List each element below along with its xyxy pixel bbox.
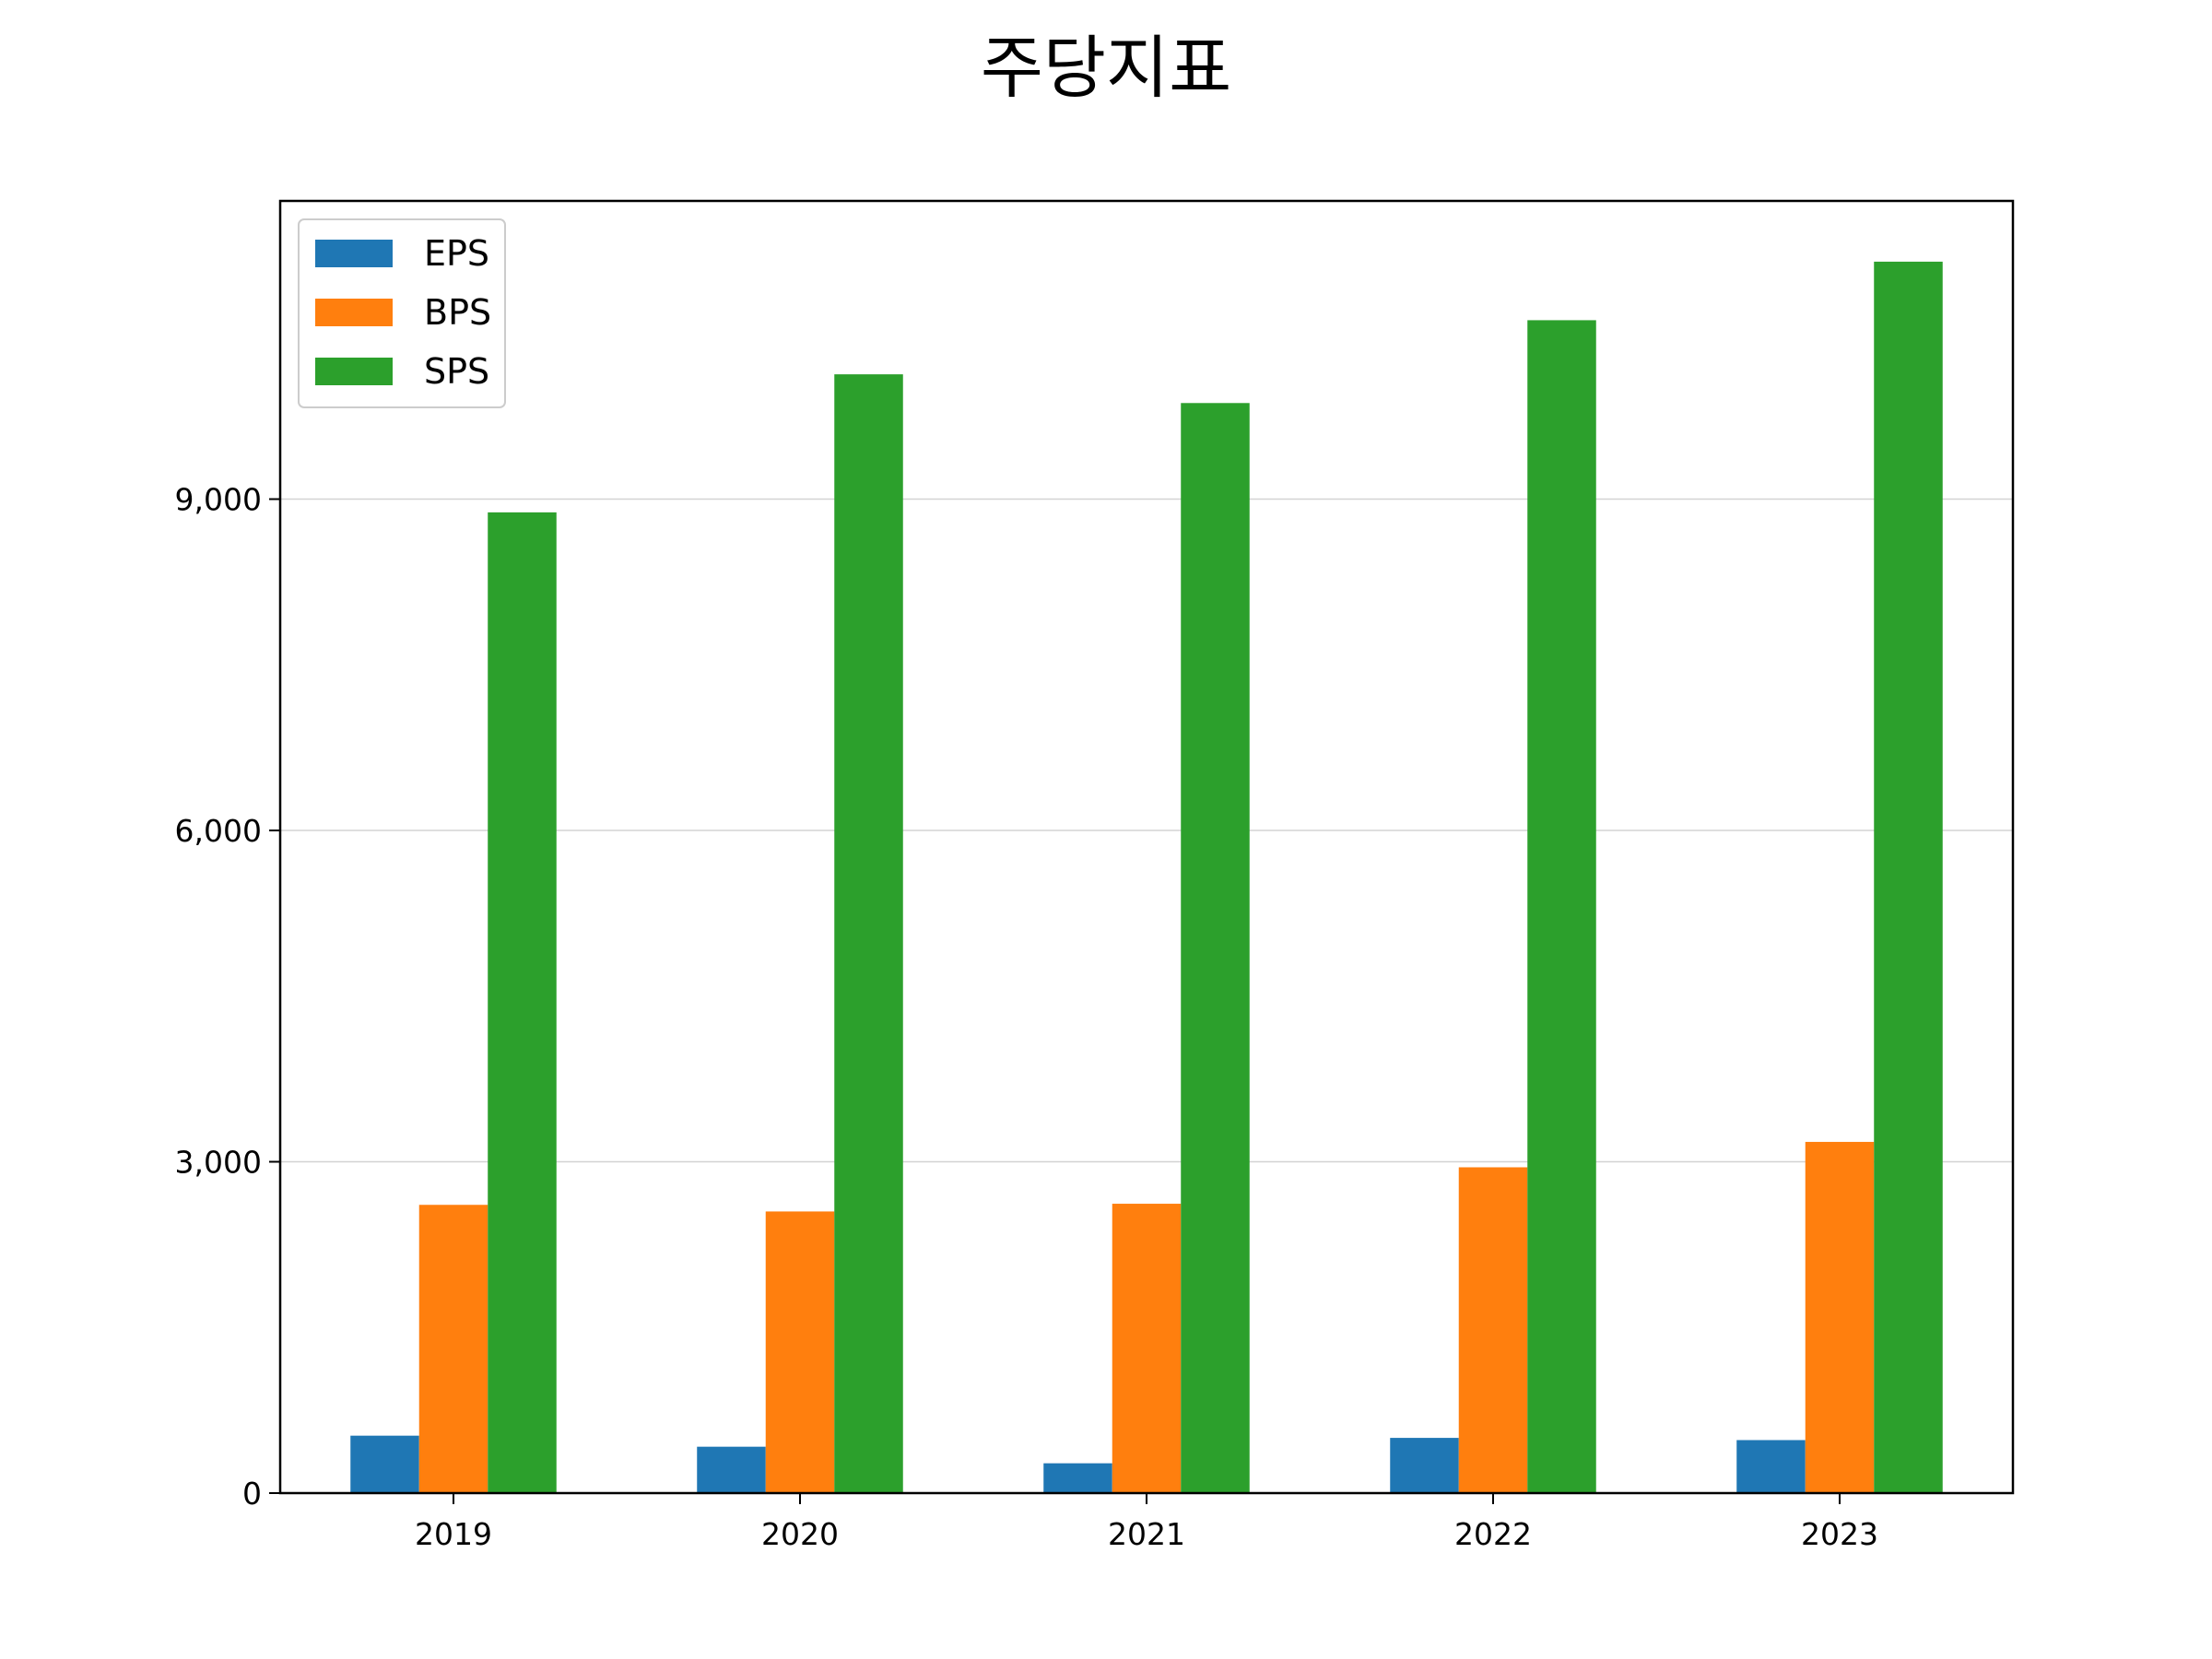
x-tick-label: 2021	[1108, 1516, 1185, 1552]
y-tick-label: 6,000	[175, 813, 262, 849]
legend-swatch-sps	[315, 358, 393, 385]
bar-eps-2019	[350, 1435, 419, 1493]
bar-bps-2021	[1112, 1204, 1182, 1493]
legend-label-sps: SPS	[424, 351, 489, 392]
legend-label-eps: EPS	[424, 233, 489, 274]
bar-sps-2022	[1527, 320, 1596, 1493]
bars	[350, 261, 1943, 1494]
legend: EPS BPS SPS	[298, 218, 506, 408]
y-tick-label: 3,000	[175, 1145, 262, 1181]
legend-label-bps: BPS	[424, 292, 491, 333]
bar-bps-2020	[765, 1211, 835, 1493]
bar-eps-2022	[1390, 1438, 1459, 1493]
x-tick-label: 2022	[1454, 1516, 1532, 1552]
bar-bps-2023	[1805, 1141, 1875, 1493]
bar-bps-2019	[418, 1205, 488, 1493]
x-tick-label: 2020	[761, 1516, 839, 1552]
chart-title: 주당지표	[980, 29, 1232, 108]
bar-eps-2021	[1043, 1463, 1112, 1493]
gridlines	[280, 498, 2013, 1163]
bar-sps-2021	[1181, 403, 1250, 1494]
bar-eps-2023	[1736, 1440, 1806, 1493]
bar-sps-2023	[1874, 261, 1943, 1493]
legend-swatch-eps	[315, 240, 393, 267]
axes: 0 3,000 6,000 9,000 2019 2020 2021 2022 2023	[175, 482, 1878, 1552]
x-tick-label: 2019	[415, 1516, 492, 1552]
bar-sps-2020	[834, 374, 903, 1494]
bar-eps-2020	[697, 1446, 766, 1493]
y-tick-label: 0	[242, 1476, 262, 1512]
x-tick-label: 2023	[1801, 1516, 1878, 1552]
legend-swatch-bps	[315, 299, 393, 326]
y-tick-label: 9,000	[175, 482, 262, 518]
bar-sps-2019	[488, 512, 557, 1493]
bar-bps-2022	[1458, 1167, 1528, 1493]
